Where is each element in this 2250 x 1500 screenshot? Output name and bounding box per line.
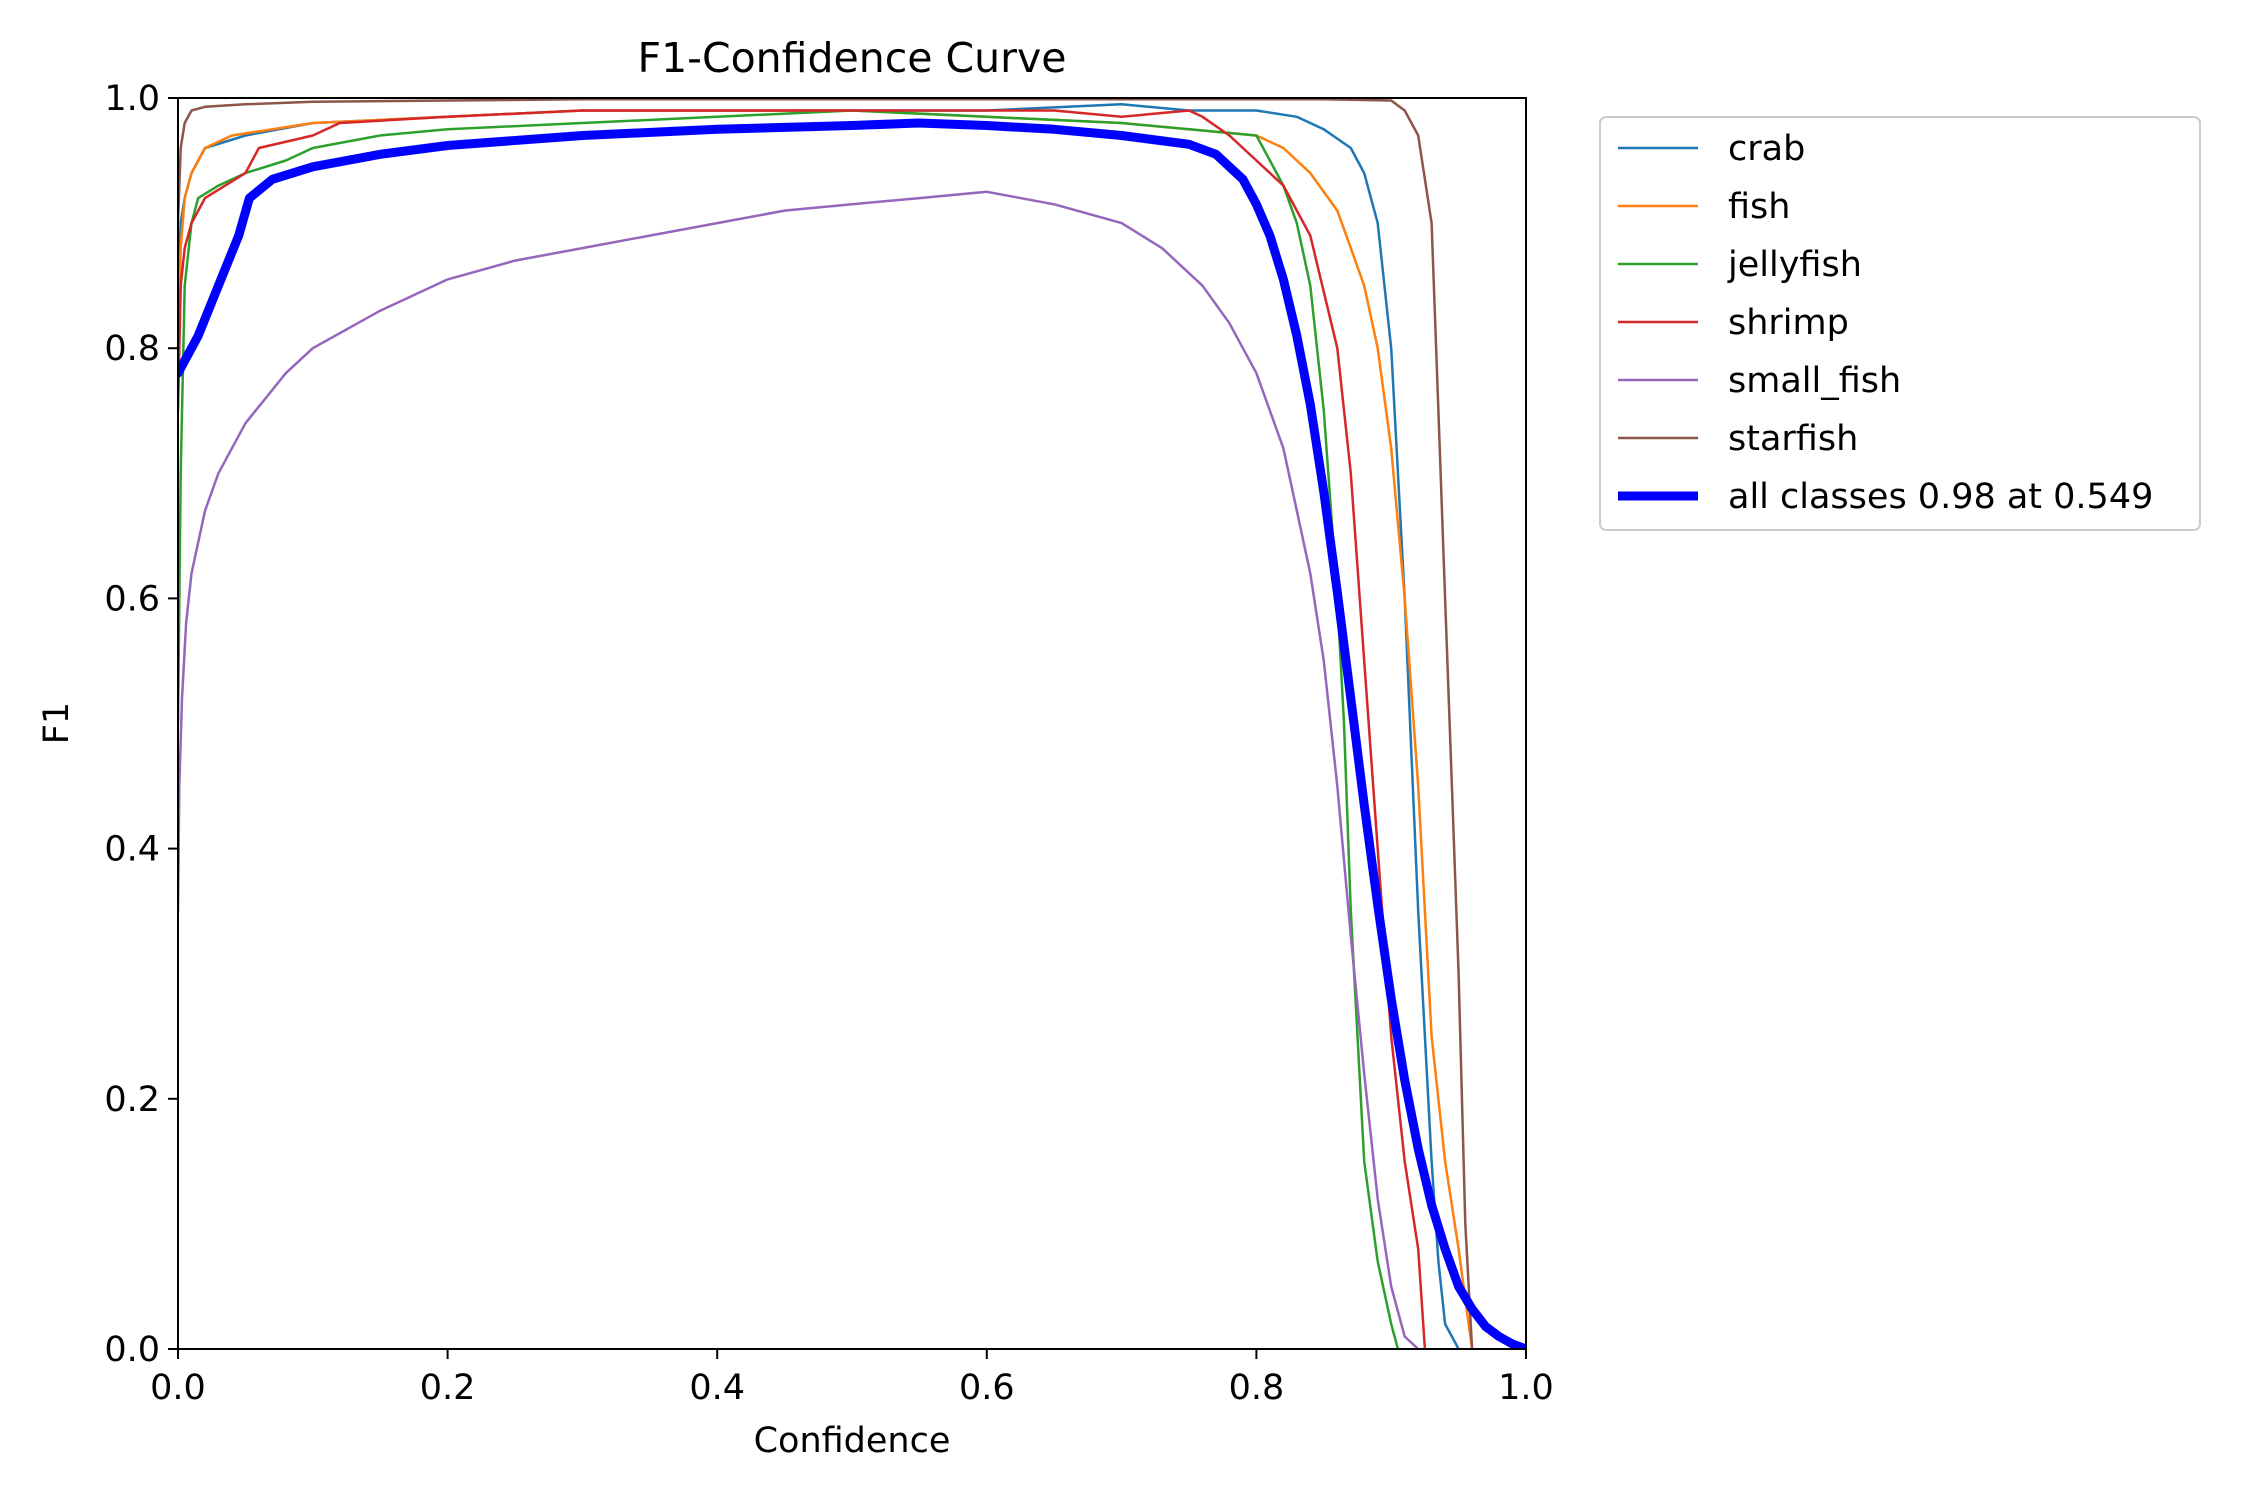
y-tick-label: 0.8 — [104, 329, 160, 369]
y-tick-label: 0.0 — [104, 1330, 160, 1370]
legend-label: starfish — [1728, 419, 1858, 459]
x-tick-label: 0.4 — [689, 1368, 745, 1408]
series-line-all-classes-0-98-at-0-549 — [178, 118, 1526, 1349]
series-group — [178, 98, 1526, 1349]
x-tick-label: 0.8 — [1229, 1368, 1285, 1408]
series-line-crab — [178, 103, 1460, 1349]
x-tick-label: 0.0 — [150, 1368, 206, 1408]
series-line-shrimp — [178, 109, 1427, 1349]
plot-area — [177, 97, 1527, 1350]
legend-label: all classes 0.98 at 0.549 — [1728, 477, 2153, 517]
y-tick-label: 1.0 — [104, 79, 160, 119]
legend: crab fish jellyfish shrimp small_fishstarfis… — [1599, 116, 2201, 531]
legend-items: crab fish jellyfish shrimp small_fishstarfis… — [1618, 129, 2153, 517]
series-line-small-fish — [178, 190, 1420, 1349]
y-tick-label: 0.6 — [104, 579, 160, 619]
y-axis-label: F1 — [37, 702, 77, 744]
series-line-starfish — [178, 98, 1474, 1349]
legend-box — [1599, 116, 2201, 531]
legend-label: crab — [1728, 129, 1805, 169]
x-tick-label: 0.6 — [959, 1368, 1015, 1408]
legend-label: jellyfish — [1727, 245, 1862, 285]
chart-title: F1-Confidence Curve — [638, 34, 1067, 82]
x-tick-label: 0.2 — [420, 1368, 476, 1408]
legend-label: small_fish — [1728, 361, 1901, 401]
legend-label: shrimp — [1728, 303, 1849, 343]
x-tick-label: 1.0 — [1498, 1368, 1554, 1408]
x-axis-ticks: 0.0 0.2 0.4 0.6 0.8 1.0 — [150, 1349, 1554, 1408]
y-tick-label: 0.4 — [104, 830, 160, 870]
legend-label: fish — [1728, 187, 1790, 227]
series-line-jellyfish — [178, 109, 1400, 1349]
y-tick-label: 0.2 — [104, 1080, 160, 1120]
plot-frame — [177, 97, 1527, 1350]
x-axis-label: Confidence — [754, 1421, 951, 1461]
y-axis-ticks: 0.0 0.2 0.4 0.6 0.8 1.0 — [104, 79, 178, 1370]
